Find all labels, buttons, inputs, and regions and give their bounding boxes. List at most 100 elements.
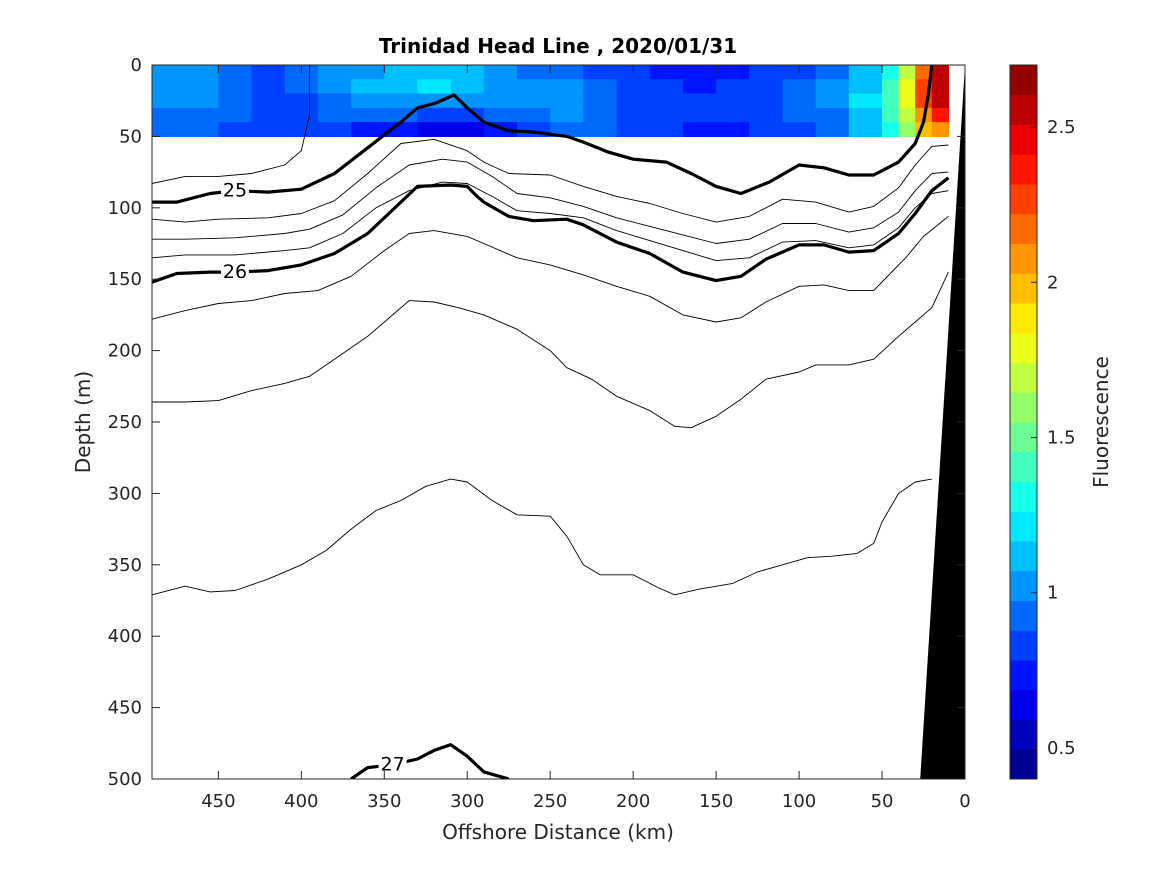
heatmap-cell: [218, 65, 253, 80]
heatmap-cell: [915, 65, 933, 80]
heatmap-cell: [649, 65, 684, 80]
heatmap-cell: [749, 79, 784, 95]
colorbar-band: [1010, 600, 1037, 631]
contour-label: 27: [380, 754, 404, 776]
heatmap-cell: [782, 79, 817, 95]
heatmap-cell: [152, 65, 186, 80]
heatmap-cell: [152, 79, 186, 95]
heatmap-cell: [218, 79, 253, 95]
heatmap-cell: [749, 93, 784, 109]
y-tick-label: 400: [108, 626, 142, 647]
contour-label-background: [378, 752, 407, 775]
heatmap-cell: [616, 93, 651, 109]
heatmap-cell: [583, 65, 618, 80]
heatmap-cell: [351, 107, 385, 123]
heatmap-cell: [682, 93, 717, 109]
heatmap-cell: [450, 107, 485, 123]
contour-line: [152, 478, 932, 596]
density-contours: 25 26 27: [152, 65, 950, 779]
contour-line: [152, 65, 311, 184]
heatmap-cell: [716, 107, 750, 123]
x-tick-label: 200: [616, 791, 650, 812]
heatmap-cell: [848, 65, 883, 80]
heatmap-cell: [882, 122, 900, 137]
heatmap-cell: [848, 93, 883, 109]
heatmap-cell: [218, 122, 253, 137]
colorbar-band: [1010, 392, 1037, 423]
x-tick-label: 400: [284, 791, 318, 812]
heatmap-cell: [931, 65, 950, 80]
heatmap-cell: [483, 79, 518, 95]
colorbar-band: [1010, 94, 1037, 125]
y-tick-label: 0: [131, 55, 142, 76]
heatmap-cell: [251, 93, 286, 109]
heatmap-cell: [450, 79, 485, 95]
heatmap-cell: [782, 93, 817, 109]
colorbar-band: [1010, 689, 1037, 720]
contour-line-labeled: [152, 176, 950, 284]
heatmap-cell: [682, 122, 717, 137]
heatmap-cell: [317, 79, 352, 95]
colorbar-tick-label: 0.5: [1047, 738, 1076, 759]
heatmap-cell: [152, 107, 186, 123]
heatmap-cell: [649, 107, 684, 123]
seafloor: [920, 65, 965, 779]
heatmap-cell: [251, 65, 286, 80]
heatmap-cell: [550, 93, 584, 109]
colorbar-band: [1010, 481, 1037, 512]
heatmap-cell: [483, 93, 518, 109]
heatmap-cell: [517, 79, 551, 95]
heatmap-cell: [185, 65, 219, 80]
heatmap-cell: [417, 65, 452, 80]
x-tick-label: 450: [201, 791, 235, 812]
heatmap-cell: [616, 122, 651, 137]
heatmap-cell: [931, 79, 950, 95]
heatmap-cell: [882, 107, 900, 123]
colorbar-band: [1010, 213, 1037, 244]
contour-line: [152, 216, 949, 323]
y-axis: 0 50 100 150 200 250 300 350 400 450 500: [108, 55, 965, 790]
y-tick-label: 150: [108, 269, 142, 290]
colorbar-band: [1010, 451, 1037, 482]
heatmap-cell: [716, 79, 750, 95]
contour-line: [152, 181, 949, 262]
heatmap-cell: [384, 79, 419, 95]
heatmap-cell: [185, 93, 219, 109]
heatmap-cell: [583, 79, 618, 95]
heatmap-cell: [882, 65, 900, 80]
colorbar-band: [1010, 570, 1037, 601]
heatmap-cell: [384, 122, 419, 137]
heatmap-cell: [517, 107, 551, 123]
y-tick-label: 200: [108, 341, 142, 362]
colorbar: 0.5 1 1.5 2 2.5 Fluorescence: [1009, 64, 1113, 780]
heatmap-cell: [898, 79, 916, 95]
heatmap-cell: [284, 122, 319, 137]
heatmap-cell: [915, 93, 933, 109]
heatmap-cell: [185, 122, 219, 137]
heatmap-cell: [682, 79, 717, 95]
heatmap-cell: [284, 93, 319, 109]
heatmap-cell: [417, 79, 452, 95]
heatmap-cell: [317, 65, 352, 80]
colorbar-band: [1010, 630, 1037, 661]
heatmap-cell: [351, 65, 385, 80]
contour-line: [152, 158, 949, 244]
x-tick-label: 100: [782, 791, 816, 812]
y-tick-label: 250: [108, 412, 142, 433]
heatmap-cell: [882, 79, 900, 95]
heatmap-cell: [716, 93, 750, 109]
heatmap-cell: [583, 107, 618, 123]
heatmap-cell: [898, 93, 916, 109]
y-axis-label: Depth (m): [71, 371, 95, 473]
heatmap-cell: [218, 107, 253, 123]
colorbar-band: [1010, 511, 1037, 542]
colorbar-band: [1010, 184, 1037, 215]
heatmap-cell: [649, 122, 684, 137]
contour-label: 26: [223, 261, 247, 283]
heatmap-cell: [251, 79, 286, 95]
heatmap-cell: [815, 65, 850, 80]
chart-title: Trinidad Head Line , 2020/01/31: [379, 34, 737, 58]
heatmap-cell: [898, 107, 916, 123]
heatmap-cell: [483, 107, 518, 123]
heatmap-cell: [649, 79, 684, 95]
